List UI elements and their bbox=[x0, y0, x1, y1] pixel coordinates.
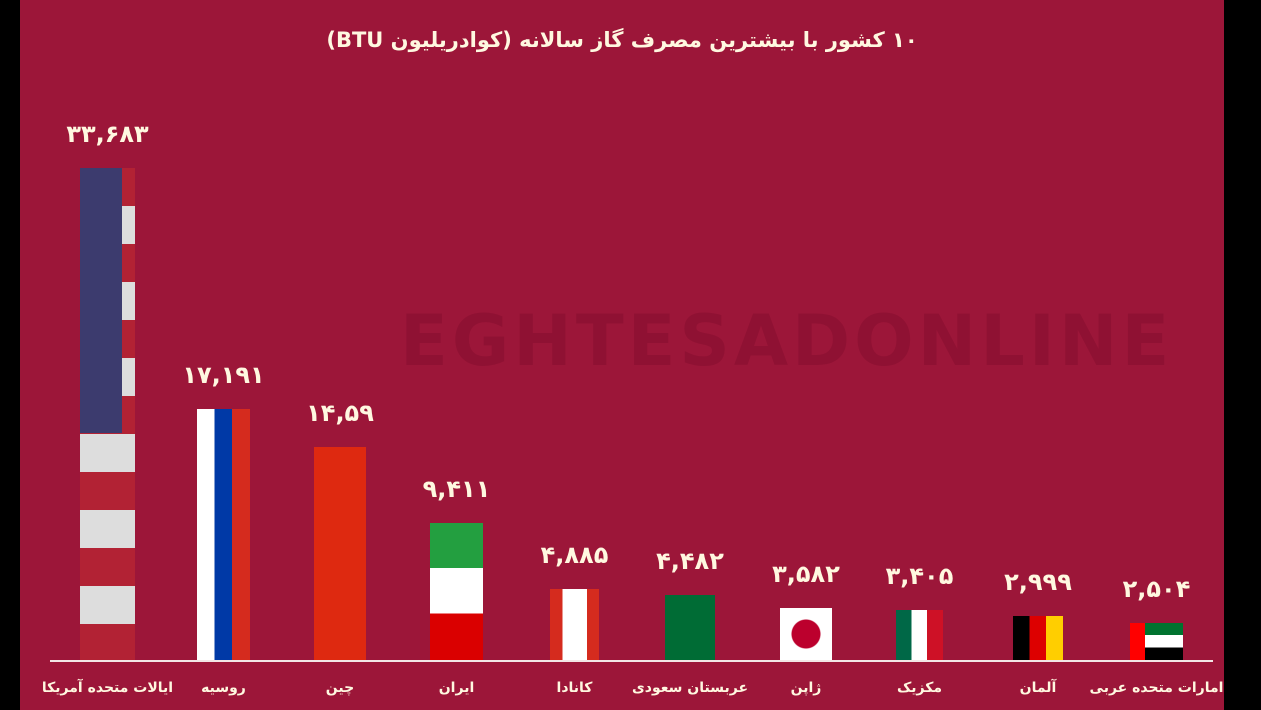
data-label: ۲,۵۰۴ bbox=[1122, 575, 1191, 604]
category-label: روسیه bbox=[201, 680, 246, 696]
bar-japan-flag bbox=[780, 607, 832, 660]
data-label: ۴,۴۸۲ bbox=[656, 546, 724, 575]
data-label: ۱۷,۱۹۱ bbox=[182, 360, 265, 389]
category-label: عربستان سعودی bbox=[631, 680, 749, 696]
category-label: مکزیک bbox=[896, 680, 943, 696]
category-label: ایالات متحده آمریکا bbox=[41, 680, 174, 696]
bar-saudi-flag bbox=[665, 594, 715, 660]
category-label: ایران bbox=[438, 680, 475, 696]
data-label: ۳۳,۶۸۳ bbox=[66, 120, 149, 148]
data-label: ۴,۸۸۵ bbox=[540, 540, 609, 569]
category-label: کانادا bbox=[556, 680, 593, 696]
category-label: امارات متحده عربی bbox=[1089, 680, 1224, 696]
bar-usa-flag bbox=[80, 168, 135, 660]
bar-mexico-flag bbox=[896, 610, 943, 660]
chart-title: ۱۰ کشور با بیشترین مصرف گاز سالانه (کواد… bbox=[326, 28, 918, 52]
data-label: ۹,۴۱۱ bbox=[422, 474, 491, 503]
bar-germany-flag bbox=[1013, 616, 1063, 660]
data-label: ۳,۴۰۵ bbox=[885, 562, 954, 591]
watermark: EGHTESADONLINE bbox=[400, 300, 1174, 382]
bar-iran-flag bbox=[430, 522, 483, 660]
data-label: ۳,۵۸۲ bbox=[772, 559, 840, 588]
data-label: ۲,۹۹۹ bbox=[1004, 568, 1072, 597]
category-label: ژاپن bbox=[790, 680, 822, 696]
category-label: آلمان bbox=[1019, 680, 1057, 696]
data-label: ۱۴,۵۹ bbox=[306, 398, 374, 427]
x-axis-line bbox=[50, 660, 1213, 662]
usa-canton bbox=[80, 168, 122, 433]
bar-canada-flag bbox=[550, 588, 599, 660]
bar-china-flag bbox=[314, 446, 366, 660]
bar-uae-flag bbox=[1130, 623, 1183, 660]
bar-russia-flag bbox=[197, 408, 250, 660]
category-label: چین bbox=[325, 680, 355, 696]
chart-area: EGHTESADONLINE ۱۰ کشور با بیشترین مصرف گ… bbox=[20, 0, 1224, 710]
